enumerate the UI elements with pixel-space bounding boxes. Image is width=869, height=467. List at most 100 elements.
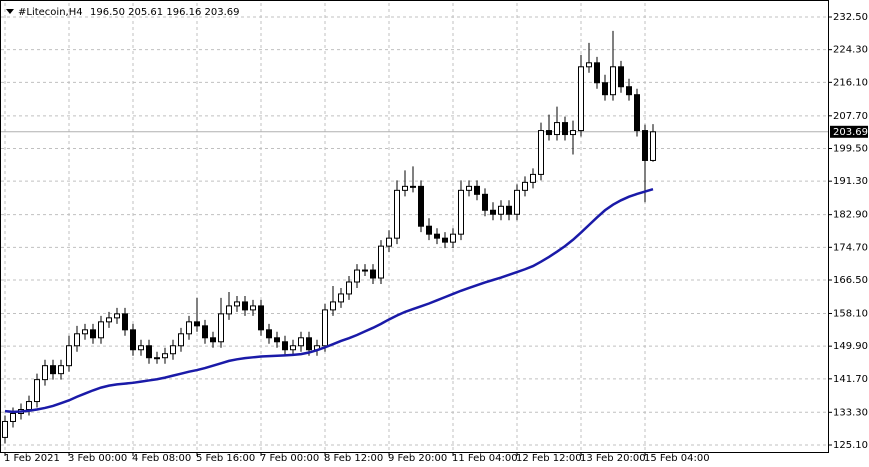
candle-body <box>50 365 56 375</box>
candle-body <box>2 420 8 438</box>
candle-body <box>282 341 288 351</box>
candle-body <box>90 329 96 339</box>
candle-body <box>482 193 488 211</box>
candle-body <box>650 131 656 161</box>
candle-body <box>338 293 344 303</box>
candle-body <box>178 333 184 347</box>
y-tick-label: 133.30 <box>833 407 868 418</box>
candle-body <box>290 345 296 351</box>
candle-body <box>554 122 560 136</box>
menu-arrow[interactable] <box>6 9 14 14</box>
y-tick-label: 141.70 <box>833 374 868 385</box>
candle-body <box>130 329 136 351</box>
candle-body <box>378 245 384 279</box>
candle-body <box>210 337 216 343</box>
x-tick-label: 3 Feb 00:00 <box>68 453 127 464</box>
candle-body <box>66 345 72 367</box>
x-tick-label: 13 Feb 20:00 <box>580 453 646 464</box>
candle-body <box>586 62 592 68</box>
x-tick-label: 1 Feb 2021 <box>4 453 60 464</box>
candle-body <box>594 62 600 84</box>
candle-body <box>562 122 568 136</box>
candle-body <box>114 313 120 319</box>
candle-body <box>418 185 424 227</box>
candle-body <box>274 337 280 343</box>
candle-body <box>394 189 400 239</box>
grid <box>1 3 828 452</box>
candle-body <box>146 345 152 359</box>
candle-body <box>386 237 392 247</box>
candle-body <box>250 305 256 311</box>
candle-body <box>434 233 440 239</box>
candle-body <box>410 185 416 188</box>
candle-body <box>306 337 312 351</box>
candle-body <box>610 66 616 96</box>
y-tick-label: 174.70 <box>833 242 868 253</box>
y-tick-label: 166.50 <box>833 275 868 286</box>
candle-body <box>234 301 240 307</box>
candle-body <box>162 353 168 359</box>
x-tick-label: 4 Feb 08:00 <box>132 453 191 464</box>
candle-body <box>522 181 528 191</box>
candle-body <box>370 269 376 279</box>
candle-body <box>642 130 648 161</box>
y-tick-label: 199.50 <box>833 143 868 154</box>
y-tick-label: 191.30 <box>833 176 868 187</box>
candle-body <box>194 321 200 327</box>
candle-body <box>634 94 640 132</box>
candle-body <box>82 329 88 335</box>
candle-body <box>186 321 192 335</box>
y-tick-label: 149.90 <box>833 341 868 352</box>
x-tick-label: 7 Feb 00:00 <box>260 453 319 464</box>
candle-body <box>330 301 336 311</box>
candle-body <box>154 357 160 360</box>
candle-body <box>466 185 472 191</box>
x-tick-label: 12 Feb 12:00 <box>516 453 582 464</box>
x-tick-label: 11 Feb 04:00 <box>452 453 518 464</box>
candle-body <box>34 379 40 403</box>
y-tick-label: 216.10 <box>833 77 868 88</box>
y-tick-label: 182.90 <box>833 210 868 221</box>
candle-body <box>458 189 464 235</box>
candle-body <box>138 345 144 351</box>
y-tick-label: 125.10 <box>833 440 868 451</box>
candle-body <box>202 325 208 339</box>
candle-body <box>498 205 504 215</box>
candle-body <box>226 305 232 315</box>
y-tick-label: 158.10 <box>833 308 868 319</box>
candle-body <box>450 233 456 243</box>
candle-body <box>26 401 32 411</box>
candle-body <box>106 317 112 323</box>
candle-body <box>218 313 224 343</box>
candle-body <box>122 313 128 331</box>
candle-body <box>626 86 632 96</box>
candle-body <box>530 173 536 183</box>
candle-body <box>170 345 176 355</box>
candle-body <box>490 209 496 215</box>
candle-body <box>538 130 544 175</box>
plot-frame <box>0 0 829 453</box>
candle-body <box>266 329 272 339</box>
moving-average-line <box>4 187 654 414</box>
x-tick-label: 9 Feb 20:00 <box>388 453 447 464</box>
candle-body <box>58 365 64 375</box>
candle-body <box>546 130 552 136</box>
x-tick-label: 5 Feb 16:00 <box>196 453 255 464</box>
ohlc-header: 196.50 205.61 196.16 203.69 <box>90 7 240 18</box>
candle-body <box>298 337 304 347</box>
plot <box>2 30 656 444</box>
candle-body <box>570 130 576 136</box>
chart-symbol: #Litecoin,H4 <box>18 7 83 18</box>
candle-body <box>514 189 520 215</box>
current-price-label: 203.69 <box>833 127 868 138</box>
candle-body <box>98 321 104 339</box>
candle-body <box>322 309 328 347</box>
candle-body <box>442 237 448 243</box>
candle-body <box>506 205 512 215</box>
candle-body <box>10 413 16 422</box>
candle-body <box>346 281 352 295</box>
current-price-tag <box>830 125 868 138</box>
candle-body <box>258 305 264 331</box>
